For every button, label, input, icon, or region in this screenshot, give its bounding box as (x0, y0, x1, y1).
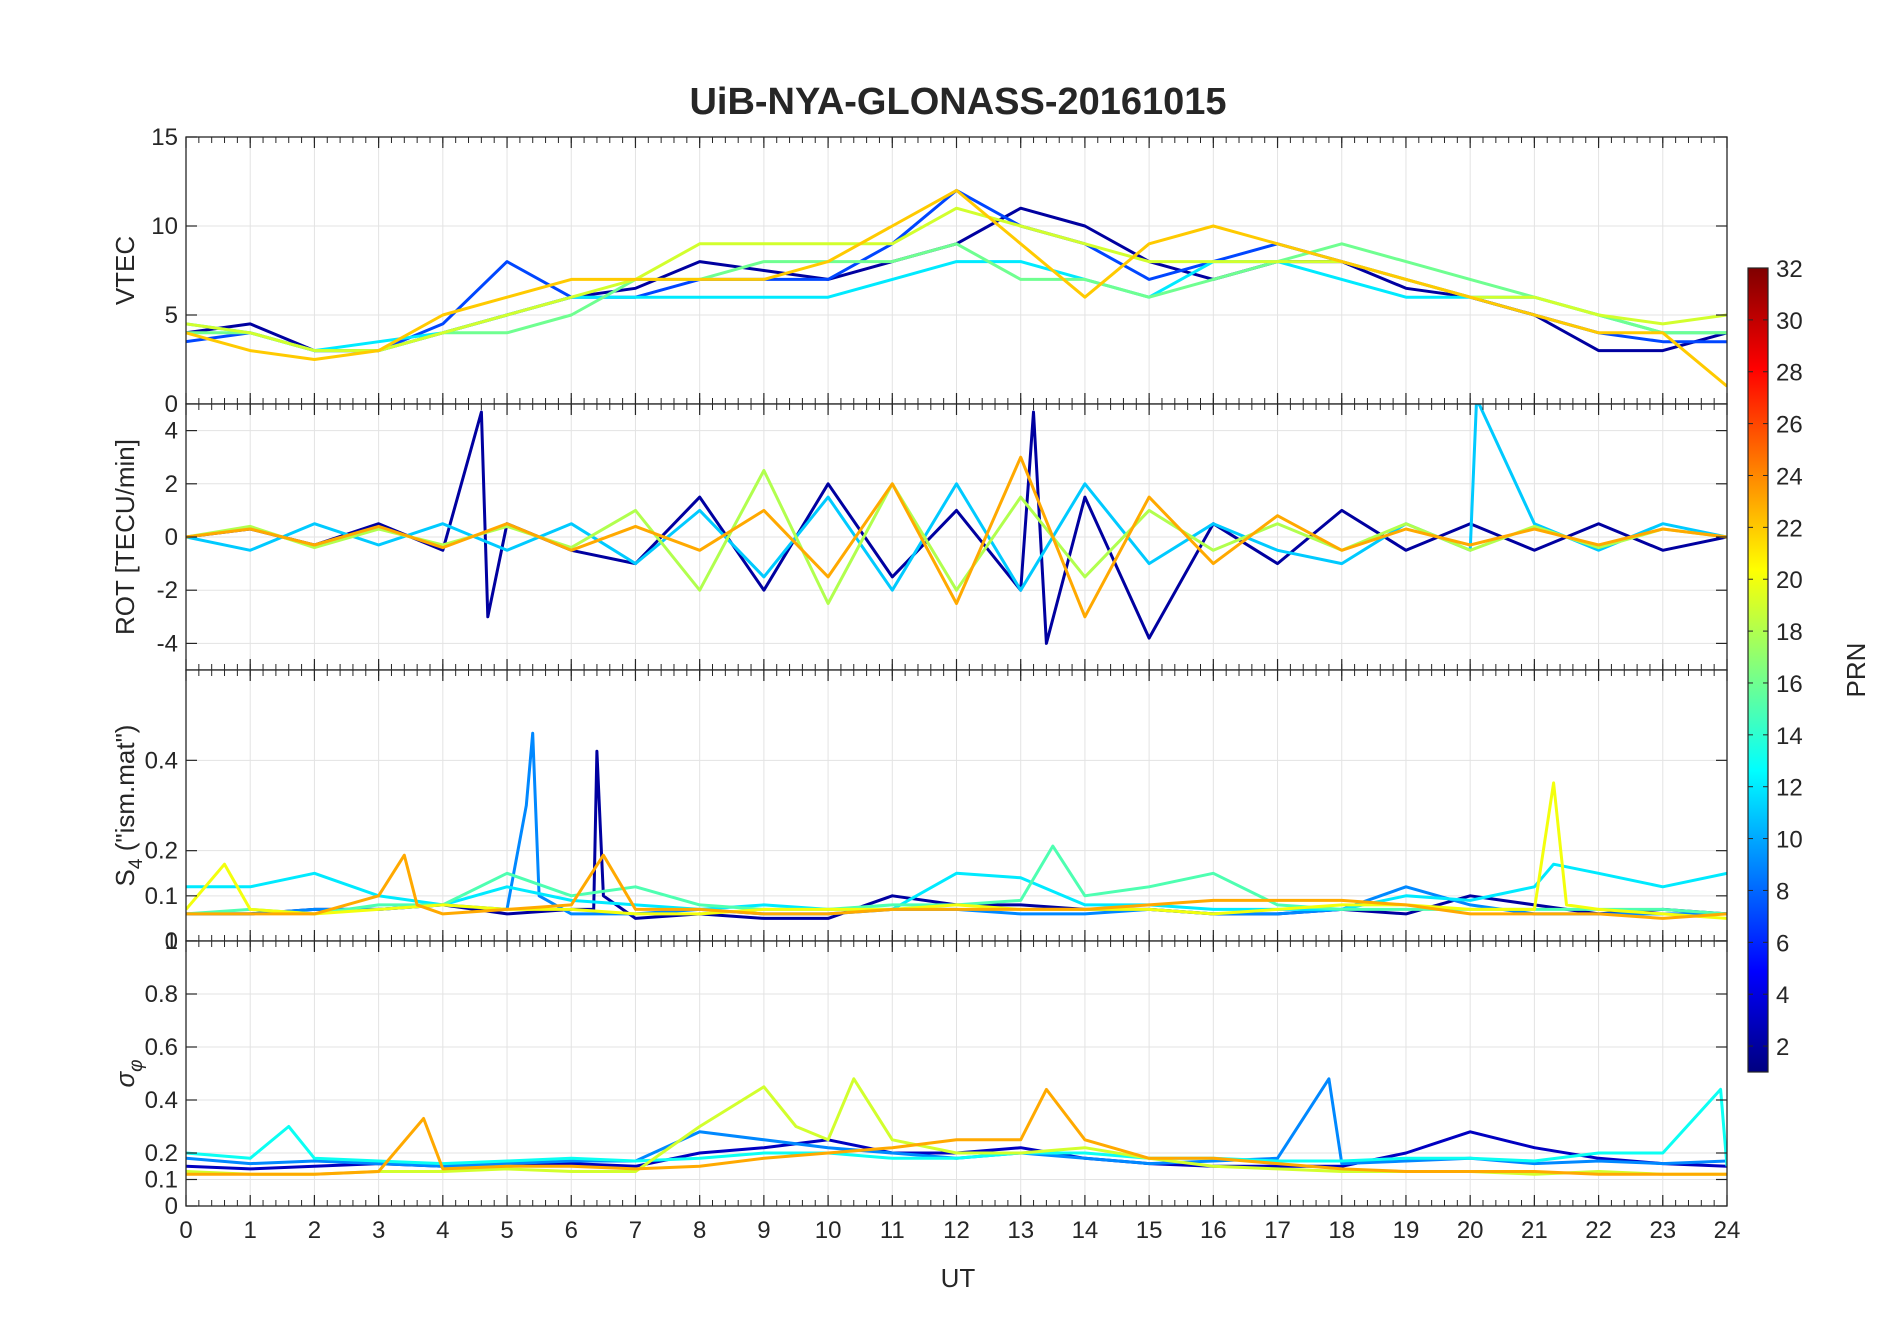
x-tick-label: 18 (1328, 1217, 1355, 1244)
y-label-main: S (110, 869, 140, 886)
series-line-prn-13 (186, 1087, 1727, 1167)
x-tick-label: 14 (1072, 1217, 1099, 1244)
y-tick-label: 0.8 (145, 981, 178, 1008)
x-tick-label: 3 (372, 1217, 385, 1244)
series-line-prn-12 (186, 862, 1727, 911)
y-label-subscript: 4 (126, 858, 147, 869)
y-tick-label: 0 (165, 524, 178, 551)
colorbar-tick-label: 22 (1776, 515, 1803, 542)
x-tick-label: 4 (436, 1217, 449, 1244)
x-tick-label: 23 (1649, 1217, 1676, 1244)
series-line-prn-22 (186, 188, 1727, 388)
x-tick-label: 11 (880, 1217, 905, 1244)
y-label-subscript: φ (126, 1059, 147, 1071)
y-tick-label: 1 (165, 928, 178, 955)
colorbar-tick-label: 18 (1776, 619, 1803, 646)
colorbar-frame (1747, 267, 1769, 1073)
colorbar-tick-label: 30 (1776, 308, 1803, 335)
plot-frame (185, 940, 1728, 1207)
y-tick-label: 0.2 (145, 1140, 178, 1167)
y-axis-label: S4 ("ism.mat") (110, 725, 147, 887)
x-tick-label: 7 (629, 1217, 642, 1244)
colorbar-tick-label: 12 (1776, 775, 1803, 802)
colorbar-tick-label: 10 (1776, 827, 1803, 854)
series-group (186, 731, 1727, 920)
x-tick-label: 24 (1714, 1217, 1741, 1244)
panel-2: -4 -2 0 2 4 ROT [TECU/min] (110, 403, 1728, 671)
y-axis-label: σφ (110, 1059, 147, 1087)
y-label-rest: ("ism.mat") (110, 725, 140, 859)
y-tick-label: 15 (151, 124, 178, 151)
y-tick-label: -4 (157, 630, 178, 657)
chart-title: UiB-NYA-GLONASS-20161015 (689, 81, 1226, 123)
y-tick-label: 0.1 (145, 1167, 178, 1194)
x-tick-label: 16 (1200, 1217, 1227, 1244)
colorbar-gradient (1748, 268, 1768, 1072)
panel-3: 00.10.20.4S4 ("ism.mat") (110, 669, 1728, 955)
x-tick-label: 13 (1007, 1217, 1034, 1244)
panel-1: 0 5 10 15 VTEC (110, 124, 1728, 418)
series-line-prn-11 (186, 404, 1727, 592)
x-axis-tick-labels: 0 1 2 3 4 5 6 7 8 9 10 11 12 13 14 15 16 17 18 19 20 21 22 23 24 (179, 1217, 1740, 1244)
colorbar-tick-label: 2 (1776, 1034, 1789, 1061)
y-tick-label: 0.4 (145, 747, 178, 774)
x-tick-label: 2 (308, 1217, 321, 1244)
x-tick-label: 1 (244, 1217, 257, 1244)
x-tick-label: 21 (1521, 1217, 1548, 1244)
y-tick-label: 10 (151, 213, 178, 240)
series-group (186, 404, 1727, 645)
y-tick-label: 0 (165, 928, 178, 955)
y-tick-label: 0 (165, 391, 178, 418)
y-tick-label: 0.1 (145, 883, 178, 910)
series-group (186, 188, 1727, 388)
y-tick-label: 5 (165, 302, 178, 329)
x-tick-label: 9 (757, 1217, 770, 1244)
series-group (186, 1077, 1727, 1176)
series-line-prn-23 (186, 455, 1727, 619)
series-line-prn-23 (186, 853, 1727, 920)
colorbar-tick-label: 26 (1776, 412, 1803, 439)
colorbar-tick-label: 6 (1776, 930, 1789, 957)
x-tick-label: 10 (815, 1217, 842, 1244)
x-tick-label: 0 (179, 1217, 192, 1244)
colorbar-tick-label: 32 (1776, 256, 1803, 283)
series-line-prn-2 (186, 410, 1727, 645)
x-tick-label: 8 (693, 1217, 706, 1244)
x-tick-label: 12 (943, 1217, 970, 1244)
colorbar-tick-label: 4 (1776, 982, 1789, 1009)
colorbar-tick-label: 24 (1776, 463, 1803, 490)
colorbar-tick-label: 8 (1776, 878, 1789, 905)
y-axis-label: VTEC (110, 236, 140, 305)
x-tick-label: 19 (1393, 1217, 1420, 1244)
colorbar-tick-label: 28 (1776, 360, 1803, 387)
y-tick-label: 2 (165, 471, 178, 498)
colorbar-tick-label: 14 (1776, 723, 1803, 750)
y-tick-label: -2 (157, 577, 178, 604)
series-line-prn-18 (186, 469, 1727, 605)
y-tick-label: 0.2 (145, 838, 178, 865)
colorbar-tick-label: 20 (1776, 567, 1803, 594)
series-line-prn-23 (186, 1087, 1727, 1176)
x-tick-label: 15 (1136, 1217, 1163, 1244)
x-tick-label: 6 (565, 1217, 578, 1244)
x-tick-label: 22 (1585, 1217, 1612, 1244)
y-tick-label: 0 (165, 1193, 178, 1220)
y-tick-label: 4 (165, 418, 178, 445)
y-tick-label: 0.6 (145, 1034, 178, 1061)
y-label-main: σ (110, 1071, 140, 1088)
x-axis-label: UT (941, 1263, 976, 1293)
x-tick-label: 17 (1264, 1217, 1291, 1244)
x-tick-label: 5 (500, 1217, 513, 1244)
y-tick-label: 0.4 (145, 1087, 178, 1114)
series-line-prn-20 (186, 781, 1727, 920)
y-axis-label: ROT [TECU/min] (110, 439, 140, 635)
colorbar-label: PRN (1841, 643, 1871, 698)
x-tick-label: 20 (1457, 1217, 1484, 1244)
colorbar-tick-label: 16 (1776, 671, 1803, 698)
